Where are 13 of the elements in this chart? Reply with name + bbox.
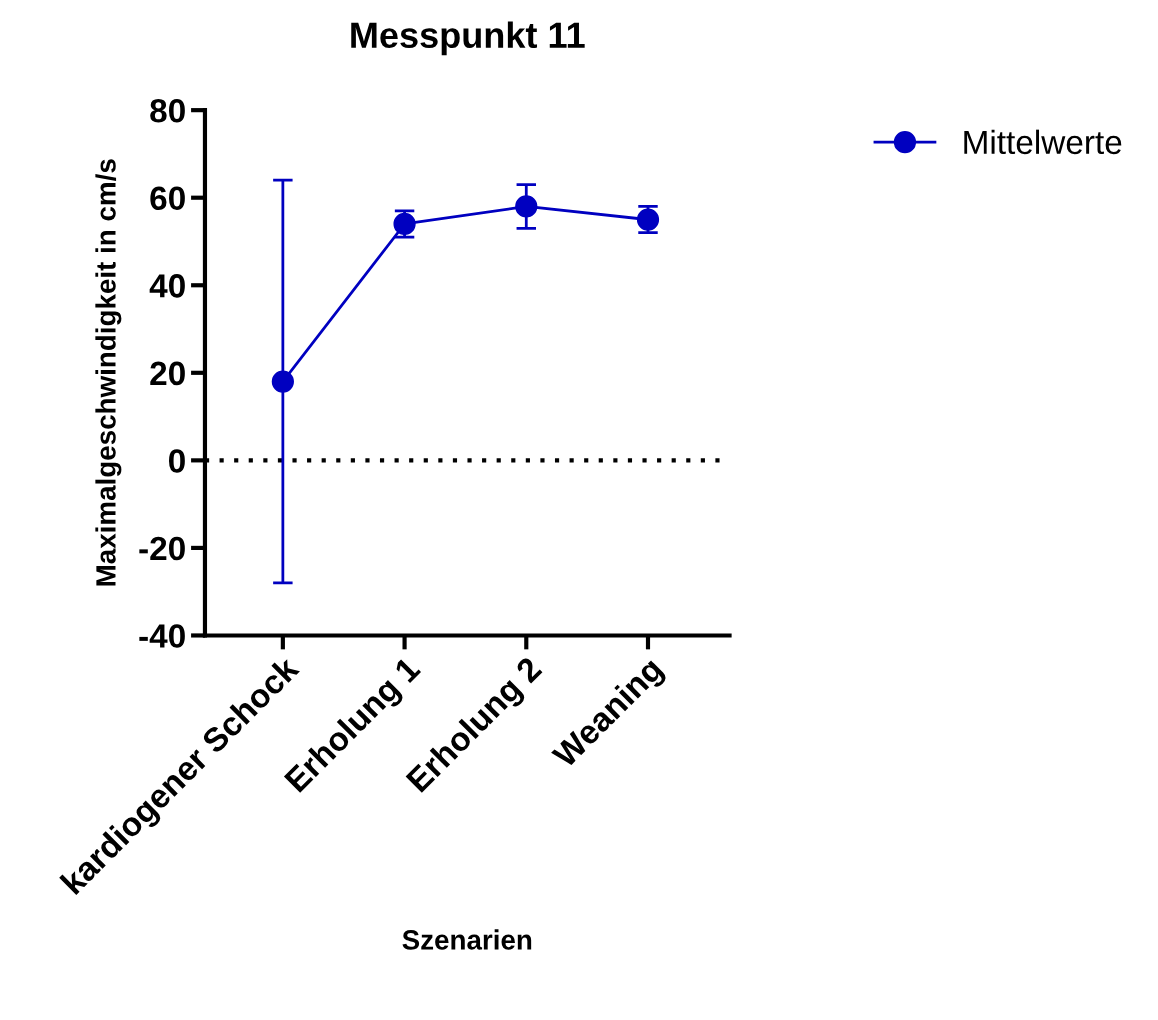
chart-title: Messpunkt 11 (351, 21, 585, 56)
point (271, 370, 294, 393)
y-axis-title: Maximalgeschwindigkeit in cm/s (95, 159, 122, 586)
x-axis-title: Szenarien (402, 929, 532, 950)
legend-label: Mittelwerte (964, 129, 1122, 155)
y-tick-label: 60 (150, 186, 185, 211)
y-tick-label: 80 (150, 98, 185, 123)
y-tick-label: 40 (149, 274, 185, 298)
point (515, 195, 538, 218)
y-tick-label: 0 (169, 449, 185, 473)
y-tick-label: -20 (139, 536, 185, 561)
y-tick-label: -40 (139, 624, 185, 648)
y-tick-label: 20 (150, 361, 185, 386)
